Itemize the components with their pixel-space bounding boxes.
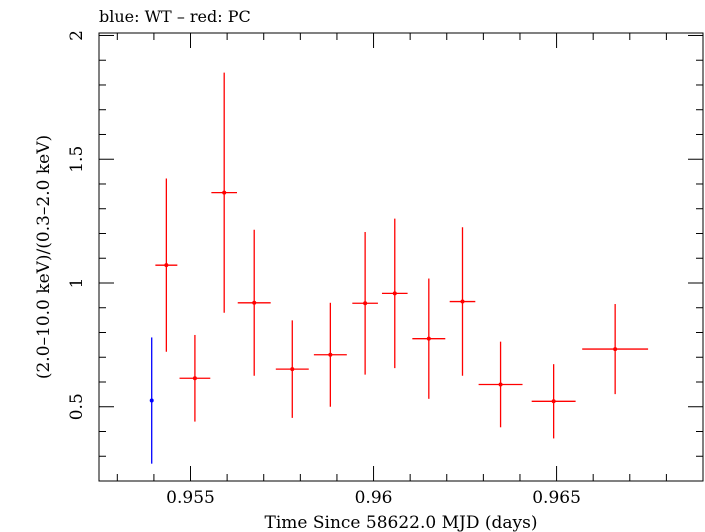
data-point — [498, 382, 503, 387]
data-point — [252, 300, 257, 305]
data-point — [222, 190, 227, 195]
data-point — [192, 376, 197, 381]
data-point — [426, 336, 431, 341]
y-tick-label: 1 — [67, 278, 87, 289]
y-tick-label: 2 — [67, 30, 87, 41]
x-tick-label: 0.96 — [355, 488, 393, 508]
data-point — [290, 367, 295, 372]
series-pc — [155, 72, 649, 439]
x-axis-title: Time Since 58622.0 MJD (days) — [265, 513, 538, 532]
series-wt — [149, 337, 154, 464]
chart-title: blue: WT – red: PC — [99, 7, 251, 26]
plot-frame — [98, 32, 704, 482]
x-tick-label: 0.965 — [532, 488, 581, 508]
data-point — [328, 352, 333, 357]
data-point — [363, 301, 368, 306]
data-series — [149, 72, 649, 464]
x-tick-label: 0.955 — [166, 488, 215, 508]
data-point — [149, 398, 154, 403]
y-tick-label: 1.5 — [67, 146, 87, 173]
x-axis-tick-labels: 0.955 0.96 0.965 — [166, 488, 581, 508]
x-axis-ticks — [116, 33, 704, 481]
data-point — [551, 399, 556, 404]
y-tick-label: 0.5 — [67, 393, 87, 420]
data-point — [460, 299, 465, 304]
y-axis-ticks — [99, 34, 703, 482]
y-axis-tick-labels: 0.5 1 1.5 2 — [67, 30, 87, 420]
y-axis-title: (2.0–10.0 keV)/(0.3–2.0 keV) — [34, 135, 54, 379]
data-point — [613, 347, 618, 352]
data-point — [164, 263, 169, 268]
data-point — [392, 291, 397, 296]
